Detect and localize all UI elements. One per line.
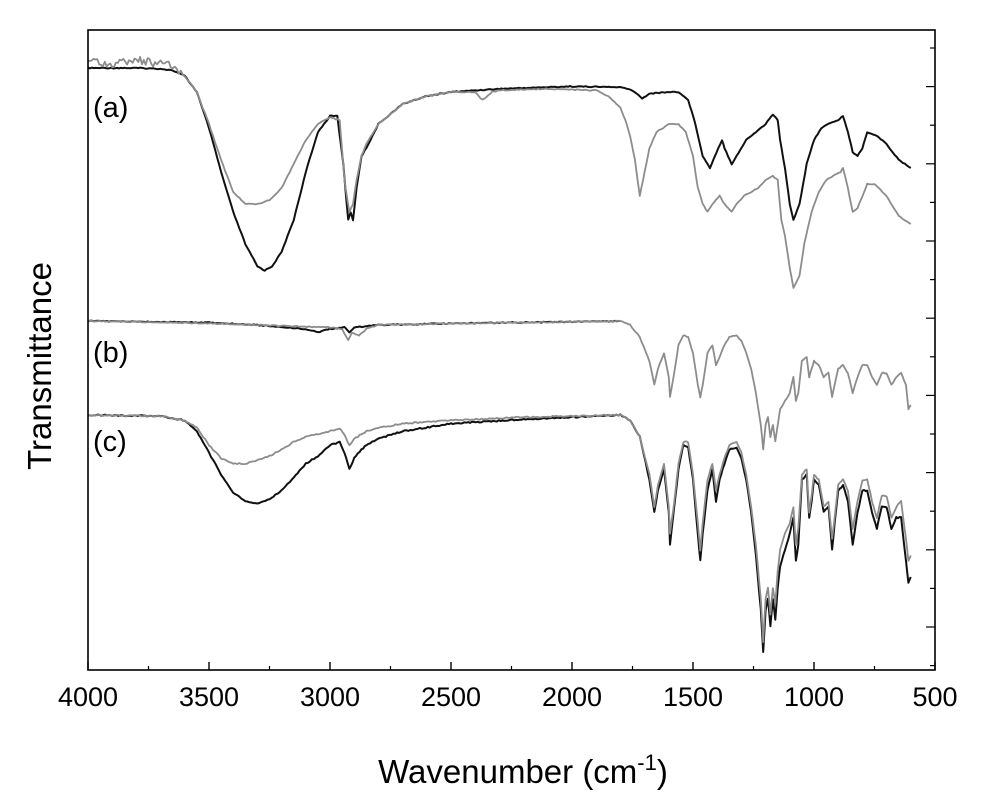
x-tick-label: 1000 — [784, 682, 844, 712]
x-axis-title-superscript: -1 — [637, 750, 657, 775]
x-tick-label: 3000 — [300, 682, 360, 712]
panel-label-b: (b) — [93, 337, 128, 369]
x-tick-label: 500 — [912, 682, 957, 712]
series-line-a-gray — [88, 56, 912, 289]
y-axis-title: Transmittance — [21, 262, 58, 470]
series-line-b-gray — [88, 319, 912, 451]
series-line-c-gray — [87, 413, 912, 643]
x-tick-label: 2000 — [542, 682, 602, 712]
x-axis-title: Wavenumber (cm-1) — [378, 750, 668, 790]
panel-label-a: (a) — [93, 92, 128, 124]
x-tick-label: 1500 — [663, 682, 723, 712]
x-axis-title-main: Wavenumber (cm — [378, 753, 637, 790]
series-line-a-black — [87, 66, 912, 272]
x-tick-label: 2500 — [421, 682, 481, 712]
plot-frame — [87, 29, 936, 671]
panel-labels: (a) (b) (c) — [93, 92, 128, 458]
series-layer — [87, 56, 912, 653]
x-tick-label: 4000 — [58, 682, 118, 712]
x-tick-label: 3500 — [179, 682, 239, 712]
x-axis: 4000 3500 3000 2500 2000 1500 1000 500 — [58, 662, 958, 712]
x-axis-title-tail: ) — [657, 753, 668, 790]
panel-label-c: (c) — [93, 426, 127, 458]
right-axis-ticks — [926, 47, 935, 667]
series-line-c-black — [88, 413, 912, 653]
